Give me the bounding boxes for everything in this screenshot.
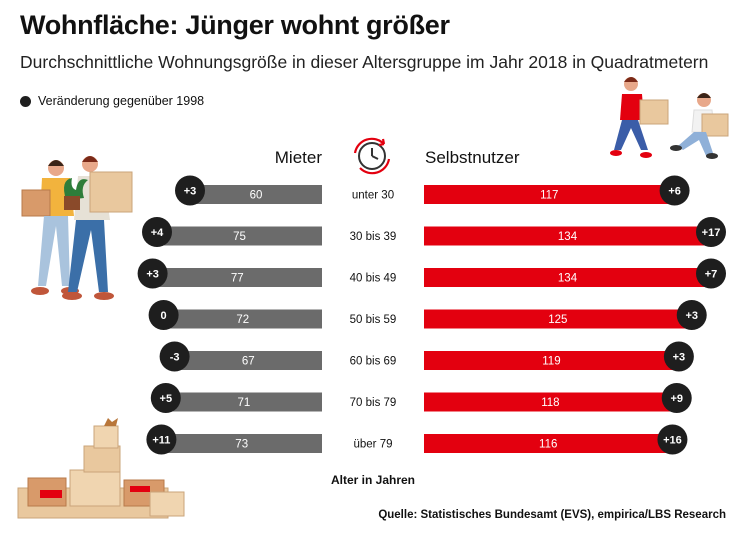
value-label-mieter: 72 bbox=[236, 314, 249, 326]
bar-selbstnutzer bbox=[424, 351, 679, 370]
value-label-selbstnutzer: 134 bbox=[558, 231, 578, 243]
bar-mieter bbox=[157, 226, 322, 246]
value-label-selbstnutzer: 118 bbox=[541, 397, 559, 409]
change-label-mieter: -3 bbox=[170, 352, 180, 364]
change-label-mieter: +3 bbox=[146, 269, 159, 281]
change-label-selbstnutzer: +6 bbox=[668, 186, 681, 198]
column-header-selbstnutzer: Selbstnutzer bbox=[425, 148, 520, 167]
value-label-selbstnutzer: 116 bbox=[539, 439, 557, 451]
value-label-mieter: 71 bbox=[238, 397, 251, 409]
legend-label: Veränderung gegenüber 1998 bbox=[38, 94, 205, 108]
bars-group: 60 +3 unter 30 117 +6 75 +4 30 bis 39 134 +17 77 +3… bbox=[137, 175, 726, 455]
kids-carrying-boxes-illustration bbox=[610, 77, 729, 159]
change-badge-mieter bbox=[148, 300, 179, 330]
category-label: 40 bis 49 bbox=[350, 273, 397, 285]
change-badge-mieter bbox=[146, 424, 177, 455]
change-badge-selbstnutzer bbox=[696, 217, 726, 247]
change-label-mieter: 0 bbox=[161, 310, 167, 322]
bar-mieter bbox=[163, 309, 322, 329]
category-label: über 79 bbox=[353, 439, 392, 451]
bar-selbstnutzer bbox=[424, 309, 692, 329]
bar-selbstnutzer bbox=[424, 185, 675, 204]
bar-mieter bbox=[161, 434, 322, 453]
change-badge-selbstnutzer bbox=[661, 383, 692, 413]
value-label-mieter: 73 bbox=[235, 439, 248, 451]
value-label-mieter: 67 bbox=[242, 356, 255, 368]
value-label-mieter: 60 bbox=[250, 190, 263, 202]
chart-subtitle: Durchschnittliche Wohnungsgröße in diese… bbox=[20, 52, 709, 72]
legend-dot-icon bbox=[20, 95, 31, 107]
bar-mieter bbox=[165, 392, 322, 412]
category-label: 30 bis 39 bbox=[350, 231, 397, 243]
couple-moving-illustration bbox=[21, 156, 133, 300]
change-label-mieter: +4 bbox=[151, 227, 164, 239]
change-label-selbstnutzer: +9 bbox=[670, 393, 683, 405]
category-label: 50 bis 59 bbox=[350, 314, 397, 326]
change-label-mieter: +11 bbox=[152, 435, 170, 447]
axis-label: Alter in Jahren bbox=[330, 473, 416, 487]
change-label-selbstnutzer: +3 bbox=[685, 310, 698, 322]
bar-selbstnutzer bbox=[424, 226, 711, 246]
change-badge-selbstnutzer bbox=[696, 258, 726, 289]
change-badge-mieter bbox=[175, 175, 205, 206]
change-badge-mieter bbox=[137, 258, 168, 289]
chart-title: Wohnfläche: Jünger wohnt größer bbox=[20, 10, 450, 40]
change-badge-mieter bbox=[159, 341, 190, 372]
change-badge-mieter bbox=[150, 383, 181, 413]
source-note: Quelle: Statistisches Bundesamt (EVS), e… bbox=[378, 509, 726, 521]
category-label: 70 bis 79 bbox=[350, 397, 397, 409]
bar-selbstnutzer bbox=[424, 392, 677, 412]
bar-mieter bbox=[152, 268, 322, 287]
change-label-selbstnutzer: +3 bbox=[673, 352, 686, 364]
change-label-selbstnutzer: +16 bbox=[663, 435, 682, 447]
value-label-selbstnutzer: 119 bbox=[542, 356, 560, 368]
value-label-selbstnutzer: 134 bbox=[558, 273, 578, 285]
change-badge-selbstnutzer bbox=[663, 341, 694, 372]
value-label-mieter: 75 bbox=[233, 231, 246, 243]
change-label-mieter: +5 bbox=[160, 393, 173, 405]
clock-icon bbox=[353, 137, 391, 175]
change-label-selbstnutzer: +17 bbox=[702, 227, 721, 239]
bar-mieter bbox=[174, 351, 322, 370]
change-badge-selbstnutzer bbox=[657, 424, 688, 455]
bar-selbstnutzer bbox=[424, 434, 673, 453]
change-badge-selbstnutzer bbox=[659, 175, 690, 206]
category-label: 60 bis 69 bbox=[350, 356, 397, 368]
value-label-selbstnutzer: 117 bbox=[540, 190, 558, 202]
box-pile-illustration bbox=[17, 418, 185, 519]
bar-mieter bbox=[190, 185, 322, 204]
legend: Veränderung gegenüber 1998 bbox=[20, 94, 204, 108]
category-label: unter 30 bbox=[352, 190, 394, 202]
value-label-mieter: 77 bbox=[231, 273, 244, 285]
bar-selbstnutzer bbox=[424, 268, 711, 287]
value-label-selbstnutzer: 125 bbox=[548, 314, 567, 326]
change-badge-mieter bbox=[142, 217, 172, 247]
change-badge-selbstnutzer bbox=[676, 300, 707, 330]
change-label-mieter: +3 bbox=[184, 186, 197, 198]
column-header-mieter: Mieter bbox=[274, 148, 322, 167]
change-label-selbstnutzer: +7 bbox=[705, 269, 718, 281]
